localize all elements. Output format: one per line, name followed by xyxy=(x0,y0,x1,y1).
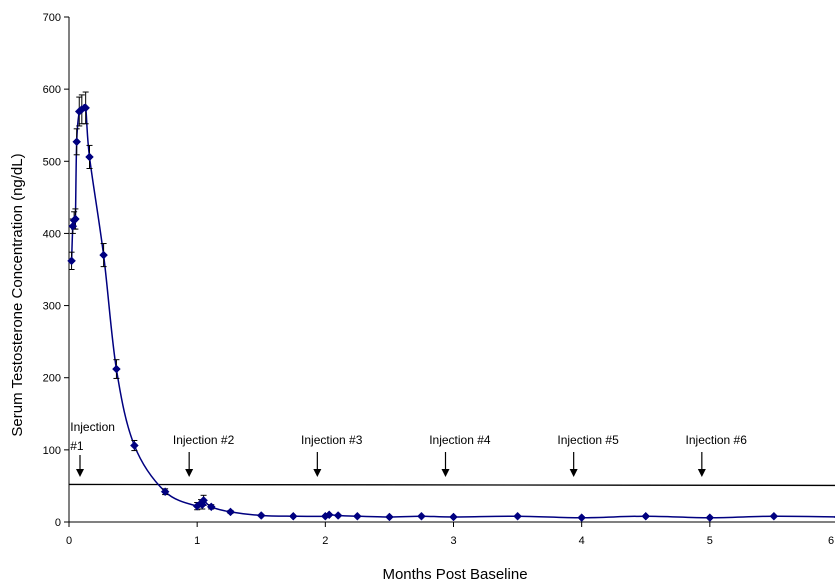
data-point xyxy=(85,152,94,162)
injection-label: Injection #4 xyxy=(429,433,491,447)
y-tick-label: 300 xyxy=(43,301,61,313)
injection-label: Injection #6 xyxy=(686,433,748,447)
data-point xyxy=(256,511,266,520)
x-axis: 0 1 2 3 4 5 6 xyxy=(66,521,835,547)
data-point xyxy=(417,511,426,521)
data-point xyxy=(112,364,121,374)
x-tick-label: 4 xyxy=(579,535,585,547)
injection-label-sub: #1 xyxy=(70,439,84,453)
data-point xyxy=(324,510,334,520)
data-point xyxy=(449,512,458,522)
y-axis: 0 100 200 300 400 500 600 700 xyxy=(43,12,70,529)
injection-label: Injection #3 xyxy=(301,433,363,447)
x-tick-label: 3 xyxy=(450,535,456,547)
injection-label: Injection #2 xyxy=(173,433,235,447)
data-point xyxy=(769,511,779,521)
data-point xyxy=(641,511,651,521)
y-tick-label: 700 xyxy=(43,12,61,24)
injection-label: Injection #5 xyxy=(557,433,619,447)
injection-arrow-head xyxy=(185,469,194,477)
data-point xyxy=(333,511,343,520)
y-tick-label: 500 xyxy=(43,156,61,168)
x-tick-label: 2 xyxy=(322,535,328,547)
injection-label: Injection xyxy=(70,420,115,434)
y-tick-label: 200 xyxy=(43,373,61,385)
series-layer xyxy=(67,91,835,523)
data-point xyxy=(206,502,216,512)
injection-arrow-head xyxy=(313,469,322,477)
data-point xyxy=(99,250,108,260)
annotation-layer: Injection #1 Injection #2 Injection #3 Injec… xyxy=(70,420,747,477)
data-point xyxy=(81,103,91,113)
data-point xyxy=(68,221,78,231)
data-point xyxy=(705,513,715,523)
x-tick-label: 6 xyxy=(828,535,834,547)
injection-arrow-head xyxy=(697,469,706,477)
y-tick-label: 0 xyxy=(55,517,61,529)
x-tick-label: 1 xyxy=(194,535,200,547)
x-tick-label: 5 xyxy=(707,535,713,547)
data-point xyxy=(226,507,235,517)
data-point xyxy=(72,137,82,147)
series-line xyxy=(70,103,835,519)
y-tick-label: 100 xyxy=(43,445,61,457)
data-point xyxy=(199,496,208,505)
data-point xyxy=(288,511,298,521)
threshold-line xyxy=(68,483,835,487)
data-point xyxy=(385,512,394,522)
data-point xyxy=(353,511,362,521)
y-tick-label: 400 xyxy=(43,228,61,240)
data-point xyxy=(160,487,170,497)
data-point xyxy=(513,511,522,521)
data-point xyxy=(130,441,139,450)
y-tick-label: 600 xyxy=(43,84,61,96)
data-point xyxy=(71,214,80,224)
x-axis-title: Months Post Baseline xyxy=(382,566,527,583)
injection-arrow-head xyxy=(441,469,450,477)
injection-arrow-head xyxy=(569,469,578,477)
y-axis-title: Serum Testosterone Concentration (ng/dL) xyxy=(9,153,26,436)
data-point xyxy=(577,513,587,523)
injection-arrow-head xyxy=(76,469,84,477)
threshold-layer xyxy=(68,483,835,487)
x-tick-label: 0 xyxy=(66,535,72,547)
data-point xyxy=(67,256,76,266)
